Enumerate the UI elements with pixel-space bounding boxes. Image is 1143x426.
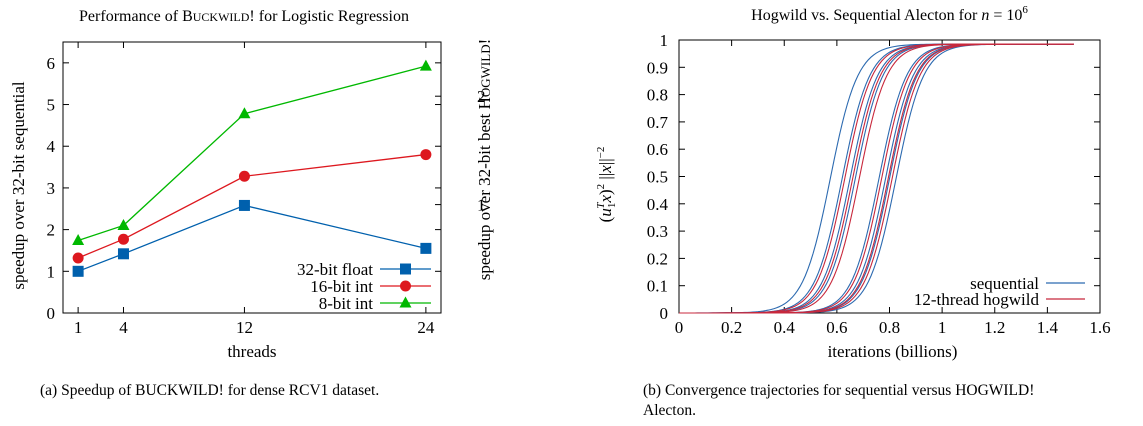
caption-b-suffix: ! — [1029, 382, 1035, 399]
caption-b: (b) Convergence trajectories for sequent… — [643, 381, 1143, 421]
chart-b-ytick-label: 0 — [660, 304, 669, 323]
chart-b-ytick-label: 0.9 — [647, 58, 668, 77]
chart-a-point-0 — [420, 242, 432, 254]
chart-b-ylabel-open: ( — [596, 216, 615, 222]
chart-b-ytick-label: 0.6 — [647, 140, 668, 159]
chart-a-series-line-0 — [77, 204, 427, 272]
chart-b-ylabel: (u1Tx)2 ||x||−2 — [595, 147, 618, 223]
chart-b-xtick-label: 0.2 — [721, 318, 742, 337]
chart-b-xtick-label: 0 — [675, 318, 684, 337]
chart-a-legend-marker — [400, 280, 411, 292]
chart-b-legend-label: 12-thread hogwild — [914, 290, 1040, 309]
chart-b-ylabel-norm-close: || — [596, 158, 615, 165]
chart-b-curve-1-1 — [679, 43, 1074, 314]
chart-b-xtick-label: 1 — [938, 318, 947, 337]
chart-a-series-line-2 — [77, 65, 427, 242]
chart-a-y2label: speedup over 32-bit best HOGWILD! — [475, 39, 494, 281]
caption-a-prefix: (a) Speedup of — [40, 382, 136, 399]
chart-b-ytick-label: 0.4 — [647, 195, 669, 214]
chart-a-ytick-label: 5 — [47, 96, 56, 115]
chart-a-ytick-label: 4 — [47, 137, 56, 156]
chart-a-frame — [62, 41, 442, 314]
chart-a-point-0 — [238, 199, 250, 211]
chart-b-ylabel-x1: x — [596, 195, 615, 204]
chart-a-legend-label: 8-bit int — [319, 294, 374, 313]
chart-b-title-eq: = 10 — [989, 7, 1022, 24]
chart-a-legend-marker — [400, 263, 411, 275]
chart-b-title-text: Hogwild vs. Sequential Alecton for — [751, 7, 981, 24]
chart-b-ylabel-close: ) — [596, 189, 615, 195]
chart-a-xtick-label: 4 — [119, 318, 128, 337]
chart-b-ylabel-sub: 1 — [606, 203, 618, 209]
chart-b-curve-1-5 — [679, 43, 1074, 314]
chart-a-y2label-sc-rest: OGWILD — [478, 44, 493, 97]
chart-b-ytick-label: 0.2 — [647, 249, 668, 268]
chart-b-ylabel-sup-t: T — [595, 202, 607, 209]
chart-a-point-1 — [238, 170, 250, 182]
chart-a-legend-marker — [399, 296, 412, 308]
chart-a-series-line-1 — [77, 153, 426, 259]
chart-a-y2tick-label: 2 — [477, 87, 486, 106]
chart-a-y2tick-label: 1 — [477, 196, 486, 215]
chart-b-ytick-label: 0.5 — [647, 168, 668, 187]
chart-b-legend-label: sequential — [970, 274, 1039, 293]
chart-a-point-0 — [72, 265, 84, 277]
chart-a-point-2 — [419, 59, 432, 71]
chart-a-point-1 — [117, 233, 129, 245]
caption-a: (a) Speedup of BUCKWILD! for dense RCV1 … — [40, 381, 480, 401]
chart-a-y2label-pre: speedup over 32-bit best — [475, 109, 494, 280]
chart-a-title-pre: Performance of — [79, 8, 182, 25]
caption-b-prefix: (b) Convergence trajectories for sequent… — [643, 382, 956, 399]
chart-a-point-2 — [238, 107, 251, 119]
chart-b-xtick-label: 0.6 — [826, 318, 847, 337]
chart-a-legend-label: 16-bit int — [310, 277, 373, 296]
chart-a-xlabel: threads — [227, 342, 276, 361]
chart-a-title-sc-initial: B — [182, 8, 193, 25]
chart-a-title-sc-rest: UCKWILD — [193, 10, 250, 24]
chart-b-xtick-label: 0.4 — [774, 318, 796, 337]
chart-b-xlabel: iterations (billions) — [828, 342, 958, 361]
chart-b-xtick-label: 1.4 — [1037, 318, 1059, 337]
caption-b-line2: Alecton. — [643, 402, 696, 419]
chart-a-title: Performance of BUCKWILD! for Logistic Re… — [79, 8, 409, 25]
chart-a-ytick-label: 3 — [47, 179, 56, 198]
chart-b-xtick-label: 0.8 — [879, 318, 900, 337]
chart-a-title-post: ! for Logistic Regression — [249, 8, 409, 25]
chart-a-point-2 — [72, 233, 85, 245]
caption-b-smallcaps: HOGWILD — [955, 382, 1030, 399]
caption-a-smallcaps: BUCKWILD — [135, 382, 219, 399]
chart-a-point-0 — [117, 248, 129, 260]
chart-b-ylabel-x2: x — [596, 165, 615, 174]
chart-a-y2label-post: ! — [475, 39, 494, 45]
chart-b-xtick-label: 1.2 — [984, 318, 1005, 337]
chart-a-ytick-label: 0 — [47, 304, 56, 323]
chart-b-ytick-label: 0.8 — [647, 86, 668, 105]
caption-a-suffix: ! for dense RCV1 dataset. — [218, 382, 380, 399]
chart-b-ytick-label: 1 — [660, 31, 669, 50]
chart-a-ylabel: speedup over 32-bit sequential — [9, 81, 28, 289]
chart-b-xtick-label: 1.6 — [1089, 318, 1110, 337]
chart-a-ytick-label: 1 — [47, 262, 56, 281]
chart-b-ytick-label: 0.1 — [647, 277, 668, 296]
chart-b-ylabel-exp: −2 — [595, 147, 607, 159]
chart-a-y2label-sc-initial: H — [475, 97, 494, 109]
chart-a-xtick-label: 24 — [417, 318, 435, 337]
chart-b-title-n: n — [981, 7, 989, 24]
chart-a-point-1 — [420, 149, 432, 161]
chart-b-title: Hogwild vs. Sequential Alecton for n = 1… — [751, 4, 1028, 24]
chart-b-ytick-label: 0.3 — [647, 222, 668, 241]
chart-a-legend-label: 32-bit float — [297, 260, 373, 279]
chart-b-title-exp: 6 — [1022, 4, 1028, 16]
chart-a-point-1 — [72, 252, 84, 264]
chart-b-ylabel-u: u — [596, 208, 615, 217]
chart-a-ytick-label: 6 — [47, 54, 56, 73]
chart-a-point-2 — [117, 218, 130, 230]
chart-a-xtick-label: 1 — [74, 318, 83, 337]
chart-a-ytick-label: 2 — [47, 221, 56, 240]
chart-a-xtick-label: 12 — [236, 318, 253, 337]
chart-b-ylabel-norm-open: || — [596, 173, 615, 184]
chart-b-ylabel-sq: 2 — [595, 184, 607, 190]
chart-b-ytick-label: 0.7 — [647, 113, 669, 132]
